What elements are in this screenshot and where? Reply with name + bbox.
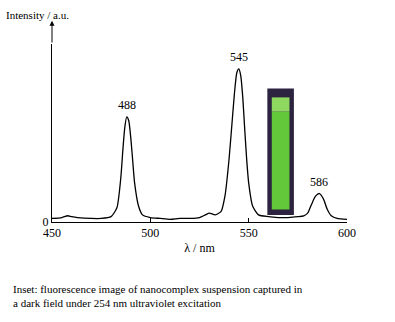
- svg-text:Intensity / a.u.: Intensity / a.u.: [6, 9, 69, 21]
- svg-text:λ / nm: λ / nm: [184, 241, 215, 255]
- svg-text:0: 0: [43, 215, 49, 229]
- svg-text:600: 600: [338, 226, 356, 240]
- svg-text:550: 550: [240, 226, 258, 240]
- svg-text:545: 545: [230, 50, 248, 64]
- svg-text:488: 488: [118, 98, 136, 112]
- svg-text:500: 500: [141, 226, 159, 240]
- svg-text:450: 450: [43, 226, 61, 240]
- svg-text:Inset: fluorescence image of n: Inset: fluorescence image of nanocomplex…: [13, 283, 303, 309]
- svg-text:586: 586: [310, 175, 328, 189]
